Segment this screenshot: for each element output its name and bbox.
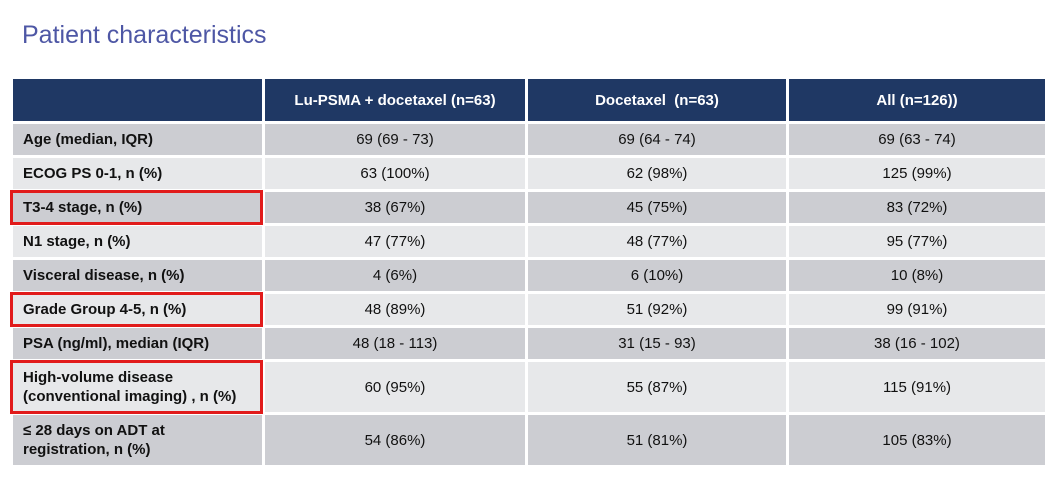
- cell-value: 62 (98%): [528, 158, 786, 189]
- cell-value: 48 (89%): [265, 294, 525, 325]
- cell-value: 95 (77%): [789, 226, 1045, 257]
- cell-value: 38 (67%): [265, 192, 525, 223]
- cell-value: 38 (16 - 102): [789, 328, 1045, 359]
- cell-value: 47 (77%): [265, 226, 525, 257]
- cell-value: 48 (77%): [528, 226, 786, 257]
- header-lu-psma-docetaxel: Lu-PSMA + docetaxel (n=63): [265, 79, 525, 121]
- cell-value: 55 (87%): [528, 362, 786, 412]
- cell-value: 60 (95%): [265, 362, 525, 412]
- table-row: Visceral disease, n (%) 4 (6%) 6 (10%) 1…: [13, 260, 1045, 291]
- table-row: N1 stage, n (%) 47 (77%) 48 (77%) 95 (77…: [13, 226, 1045, 257]
- row-label-psa: PSA (ng/ml), median (IQR): [13, 328, 262, 359]
- row-label-age: Age (median, IQR): [13, 124, 262, 155]
- table-row: High-volume disease (conventional imagin…: [10, 360, 1045, 414]
- patient-characteristics-table: Lu-PSMA + docetaxel (n=63) Docetaxel (n=…: [10, 76, 1048, 468]
- row-label-adt-registration: ≤ 28 days on ADT at registration, n (%): [13, 415, 262, 465]
- table-row: Age (median, IQR) 69 (69 - 73) 69 (64 - …: [13, 124, 1045, 155]
- cell-value: 63 (100%): [265, 158, 525, 189]
- cell-value: 83 (72%): [789, 192, 1045, 223]
- cell-value: 69 (64 - 74): [528, 124, 786, 155]
- cell-value: 99 (91%): [789, 294, 1045, 325]
- table-row: ≤ 28 days on ADT at registration, n (%) …: [13, 415, 1045, 465]
- header-row: Lu-PSMA + docetaxel (n=63) Docetaxel (n=…: [13, 79, 1045, 121]
- cell-value: 4 (6%): [265, 260, 525, 291]
- cell-value: 48 (18 - 113): [265, 328, 525, 359]
- row-label-high-volume-disease-highlighted: High-volume disease (conventional imagin…: [10, 360, 263, 414]
- row-label-grade-group-highlighted: Grade Group 4-5, n (%): [10, 292, 263, 327]
- cell-value: 51 (81%): [528, 415, 786, 465]
- cell-value: 51 (92%): [528, 294, 786, 325]
- cell-value: 31 (15 - 93): [528, 328, 786, 359]
- table-row: T3-4 stage, n (%) 38 (67%) 45 (75%) 83 (…: [10, 190, 1045, 225]
- row-label-visceral-disease: Visceral disease, n (%): [13, 260, 262, 291]
- cell-value: 10 (8%): [789, 260, 1045, 291]
- table-row: ECOG PS 0-1, n (%) 63 (100%) 62 (98%) 12…: [13, 158, 1045, 189]
- row-label-t3-4-stage-highlighted: T3-4 stage, n (%): [10, 190, 263, 225]
- table-row: PSA (ng/ml), median (IQR) 48 (18 - 113) …: [13, 328, 1045, 359]
- cell-value: 105 (83%): [789, 415, 1045, 465]
- cell-value: 69 (69 - 73): [265, 124, 525, 155]
- cell-value: 125 (99%): [789, 158, 1045, 189]
- cell-value: 54 (86%): [265, 415, 525, 465]
- table-row: Grade Group 4-5, n (%) 48 (89%) 51 (92%)…: [10, 292, 1045, 327]
- row-label-ecog: ECOG PS 0-1, n (%): [13, 158, 262, 189]
- row-label-n1-stage: N1 stage, n (%): [13, 226, 262, 257]
- header-docetaxel: Docetaxel (n=63): [528, 79, 786, 121]
- page-title: Patient characteristics: [22, 20, 267, 49]
- cell-value: 115 (91%): [789, 362, 1045, 412]
- cell-value: 6 (10%): [528, 260, 786, 291]
- cell-value: 45 (75%): [528, 192, 786, 223]
- cell-value: 69 (63 - 74): [789, 124, 1045, 155]
- header-all: All (n=126)): [789, 79, 1045, 121]
- header-empty-cell: [13, 79, 262, 121]
